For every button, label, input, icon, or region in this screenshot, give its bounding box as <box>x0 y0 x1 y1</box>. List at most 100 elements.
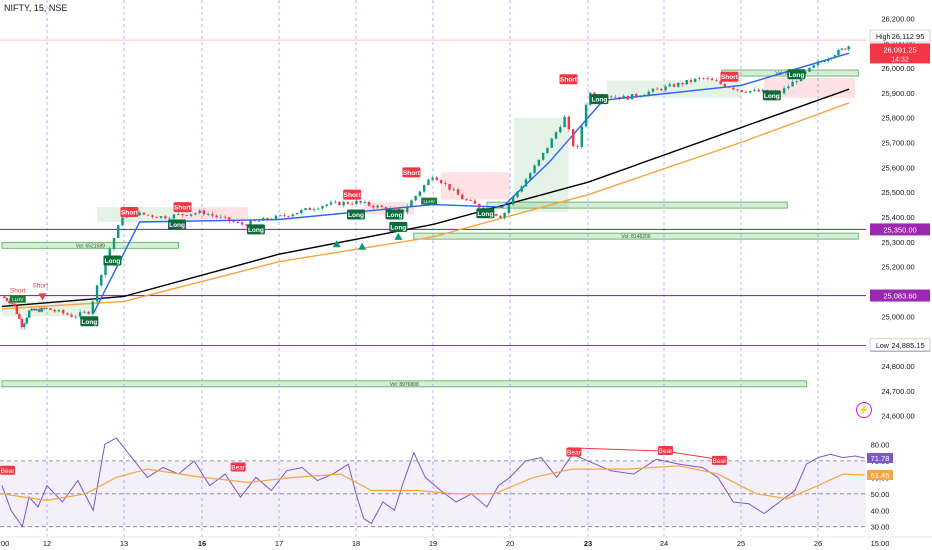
signal-label: Short <box>32 283 48 290</box>
price-axis-tick: 26,200.00 <box>881 14 914 23</box>
signal-label: Short <box>10 288 26 295</box>
candle-body <box>100 275 103 286</box>
signal-tag <box>385 209 404 220</box>
rsi-divergence-line <box>568 447 661 452</box>
signal-label: Long <box>390 224 406 231</box>
last-price-value: 26,091.25 <box>883 45 916 54</box>
candle-body <box>715 80 718 82</box>
candle-body <box>91 301 95 314</box>
candle-body <box>376 205 379 208</box>
rsi-value-label: 71.78 <box>871 454 890 463</box>
price-axis-tick: 25,800.00 <box>881 114 914 123</box>
candle-body <box>546 147 549 153</box>
candle-body <box>211 214 214 216</box>
candle-body <box>45 308 48 310</box>
price-axis: 26,200.0026,100.0026,000.0025,900.0025,8… <box>869 14 931 421</box>
candle-body <box>15 305 19 315</box>
candle-body <box>427 179 430 186</box>
candle-body <box>42 307 46 309</box>
candle-body <box>782 88 786 94</box>
candle-body <box>142 212 146 215</box>
price-axis-tick: 25,000.00 <box>881 312 914 321</box>
candle-body <box>95 285 99 302</box>
candle-body <box>18 314 21 319</box>
time-axis-tick: 16 <box>198 539 206 548</box>
candle-body <box>622 95 625 99</box>
candle-body <box>219 216 223 218</box>
candle-body <box>32 308 36 311</box>
candle-body <box>507 204 511 213</box>
signal-label: Long <box>169 222 185 229</box>
price-axis-tick: 26,000.00 <box>881 64 914 73</box>
candle-body <box>66 313 69 315</box>
candle-body <box>367 201 371 206</box>
price-axis-tick: 25,300.00 <box>881 238 914 247</box>
triangle-marker <box>394 232 403 240</box>
candle-body <box>104 259 107 276</box>
candle-body <box>435 177 439 181</box>
candle-body <box>253 220 256 222</box>
alert-icon[interactable]: ⚡ <box>856 402 872 418</box>
signal-tag <box>559 74 578 85</box>
signal-box <box>607 80 741 98</box>
candle-body <box>384 207 388 211</box>
price-axis-tick: 24,600.00 <box>881 412 914 421</box>
candle-body <box>576 146 579 148</box>
rsi-axis-tick: 30.00 <box>871 523 890 532</box>
candle-body <box>563 116 566 128</box>
time-axis-tick: 18 <box>352 539 360 548</box>
candle-body <box>194 213 197 215</box>
price-axis-tick: 24,700.00 <box>881 387 914 396</box>
price-level-value: 25,350.00 <box>883 225 916 234</box>
candle-body <box>257 220 261 222</box>
time-axis-tick: 13 <box>120 539 128 548</box>
signal-label: Long <box>105 258 121 265</box>
candle-body <box>655 88 659 90</box>
signal-label: Short <box>174 205 192 212</box>
candle-body <box>406 206 409 213</box>
candle-body <box>672 84 676 87</box>
candle-body <box>723 83 727 87</box>
candle-body <box>35 309 38 311</box>
price-level-badge <box>870 289 930 302</box>
candle-body <box>685 80 688 85</box>
candle-body <box>702 77 705 79</box>
extreme-price-tag: High <box>876 34 891 41</box>
chart-title: NIFTY, 15, NSE <box>4 3 68 13</box>
extreme-price-badge <box>869 338 931 352</box>
candle-body <box>520 186 523 192</box>
candle-body <box>291 214 295 217</box>
candle-body <box>626 95 630 100</box>
signal-box <box>440 172 510 200</box>
signal-label: Short <box>721 74 739 81</box>
candle-body <box>795 81 799 83</box>
time-axis-tick: 19 <box>429 539 437 548</box>
candle-body <box>736 89 739 91</box>
signal-tag <box>476 208 495 219</box>
candle-body <box>414 195 417 201</box>
candle-body <box>614 96 617 98</box>
candle-body <box>827 58 830 62</box>
candle-body <box>295 212 299 215</box>
bear-signal-box <box>230 462 246 472</box>
price-axis-tick: 25,900.00 <box>881 89 914 98</box>
candle-body <box>677 82 680 87</box>
signal-label: Long <box>248 227 264 234</box>
candle-body <box>83 311 86 313</box>
candle-body <box>749 90 752 93</box>
candle-body <box>308 208 311 210</box>
time-axis-tick: 15:00 <box>871 539 890 548</box>
candle-body <box>618 96 621 99</box>
extreme-price-value: 24,885.15 <box>891 341 924 350</box>
candle-body <box>189 214 193 216</box>
signal-label: Short <box>560 77 578 84</box>
pattern-label: LLHV <box>12 297 23 302</box>
time-axis-tick: 12 <box>43 539 51 548</box>
candle-body <box>516 191 519 197</box>
candle-body <box>461 194 464 200</box>
candle-body <box>172 214 176 219</box>
price-axis-tick: 25,500.00 <box>881 188 914 197</box>
